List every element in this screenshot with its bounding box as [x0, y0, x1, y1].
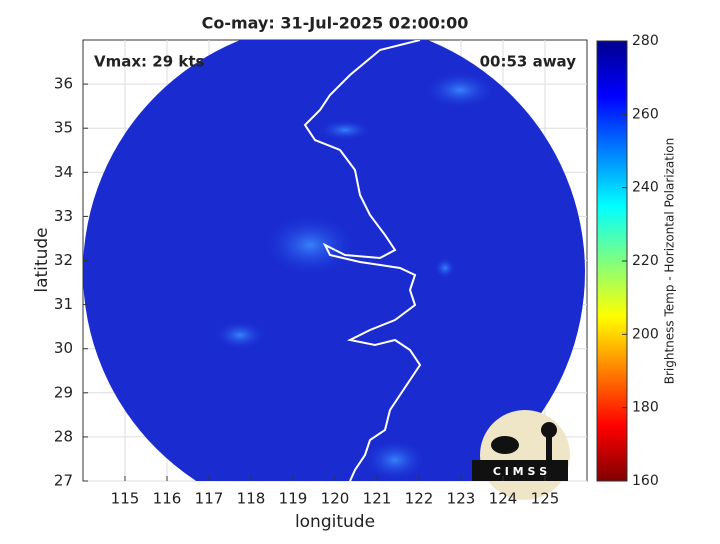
y-tick-label: 29 [54, 383, 73, 401]
x-tick-label: 120 [321, 490, 350, 508]
satellite-swath [83, 40, 585, 481]
colorbar-tick-label: 200 [632, 326, 659, 342]
colorbar-tick-label: 160 [632, 473, 659, 489]
y-tick-label: 30 [54, 339, 73, 357]
y-tick-label: 36 [54, 75, 73, 93]
x-tick-label: 115 [111, 490, 140, 508]
x-tick-label: 117 [195, 490, 224, 508]
logo-text: C I M S S [493, 465, 547, 478]
y-tick-label: 34 [54, 163, 73, 181]
time-annotation: 00:53 away [480, 53, 577, 71]
colorbar-tick-label: 220 [632, 253, 659, 269]
x-tick-label: 116 [153, 490, 182, 508]
colorbar-label: Brightness Temp - Horizontal Polarizatio… [663, 138, 677, 385]
vmax-annotation: Vmax: 29 kts [94, 53, 204, 71]
colorbar-tick-label: 240 [632, 180, 659, 196]
y-tick-label: 32 [54, 251, 73, 269]
x-tick-label: 124 [489, 490, 518, 508]
x-tick-label: 123 [447, 490, 476, 508]
y-tick-label: 31 [54, 295, 73, 313]
colorbar-tick-label: 280 [632, 33, 659, 49]
x-tick-label: 125 [531, 490, 560, 508]
colorbar-tick-label: 260 [632, 106, 659, 122]
x-tick-label: 119 [279, 490, 308, 508]
y-tick-label: 33 [54, 207, 73, 225]
x-tick-label: 122 [405, 490, 434, 508]
x-axis-label: longitude [295, 512, 375, 532]
x-tick-label: 121 [363, 490, 392, 508]
y-tick-label: 28 [54, 427, 73, 445]
y-tick-label: 35 [54, 119, 73, 137]
y-axis-label: latitude [32, 227, 52, 292]
colorbar-tick-label: 180 [632, 400, 659, 416]
chart-title: Co-may: 31-Jul-2025 02:00:00 [202, 14, 469, 33]
x-tick-label: 118 [237, 490, 266, 508]
y-tick-label: 27 [54, 472, 73, 490]
